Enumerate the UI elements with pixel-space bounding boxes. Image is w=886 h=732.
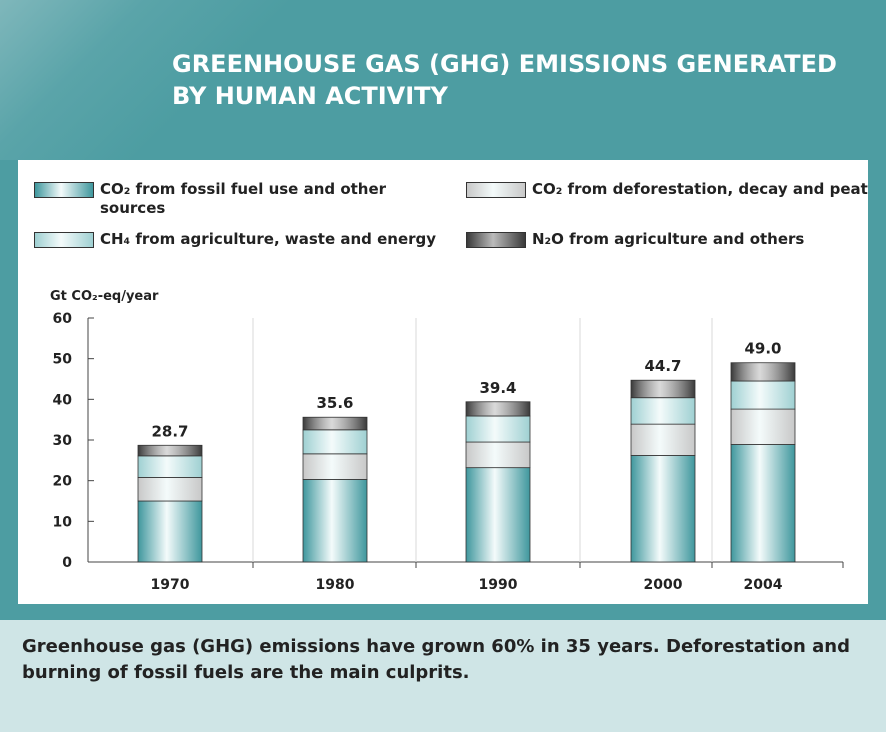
legend-swatch [34, 182, 94, 198]
total-label: 44.7 [644, 357, 681, 375]
bar-segment [465, 441, 531, 469]
y-tick-label: 40 [53, 392, 73, 408]
legend-swatch [34, 232, 94, 248]
bar-segment [137, 477, 203, 502]
caption: Greenhouse gas (GHG) emissions have grow… [22, 636, 850, 683]
bar-segment [630, 397, 696, 425]
y-tick-label: 0 [62, 555, 72, 571]
bar-segment [137, 500, 203, 563]
legend-label: CO₂ from deforestation, decay and peat [532, 180, 868, 198]
bar-segment [730, 408, 796, 445]
bar-segment [302, 429, 368, 455]
bar-segment [302, 416, 368, 431]
bar-segment [302, 479, 368, 563]
bar-segment [465, 467, 531, 563]
bar-segment [630, 455, 696, 563]
total-label: 35.6 [316, 394, 353, 412]
y-tick-label: 30 [53, 433, 73, 449]
legend-swatch [466, 182, 526, 198]
bar-segment [730, 380, 796, 410]
total-label: 49.0 [744, 340, 781, 358]
header [0, 0, 886, 160]
bar-segment [137, 455, 203, 478]
bar-segment [730, 362, 796, 382]
y-tick-label: 50 [53, 352, 73, 368]
total-label: 28.7 [151, 422, 188, 440]
bar-segment [630, 423, 696, 456]
legend-label: CH₄ from agriculture, waste and energy [100, 230, 437, 248]
caption-panel [0, 620, 886, 732]
bar-segment [465, 401, 531, 417]
x-tick-label: 1990 [479, 577, 518, 593]
x-tick-label: 1980 [316, 577, 355, 593]
total-label: 39.4 [479, 379, 516, 397]
x-tick-label: 1970 [151, 577, 190, 593]
x-tick-label: 2000 [644, 577, 683, 593]
y-tick-label: 20 [53, 474, 73, 490]
chart-title: GREENHOUSE GAS (GHG) EMISSIONS GENERATED… [172, 50, 837, 110]
bar-segment [630, 379, 696, 399]
legend-swatch [466, 232, 526, 248]
y-axis-label: Gt CO₂-eq/year [50, 289, 159, 304]
bar-segment [137, 444, 203, 457]
legend-label: CO₂ from fossil fuel use and other sourc… [100, 180, 387, 217]
bar-segment [730, 444, 796, 563]
bar-segment [465, 415, 531, 443]
legend-label: N₂O from agriculture and others [532, 230, 805, 248]
x-tick-label: 2004 [744, 577, 783, 593]
y-tick-label: 60 [53, 311, 73, 327]
y-tick-label: 10 [53, 514, 73, 530]
bar-segment [302, 453, 368, 480]
